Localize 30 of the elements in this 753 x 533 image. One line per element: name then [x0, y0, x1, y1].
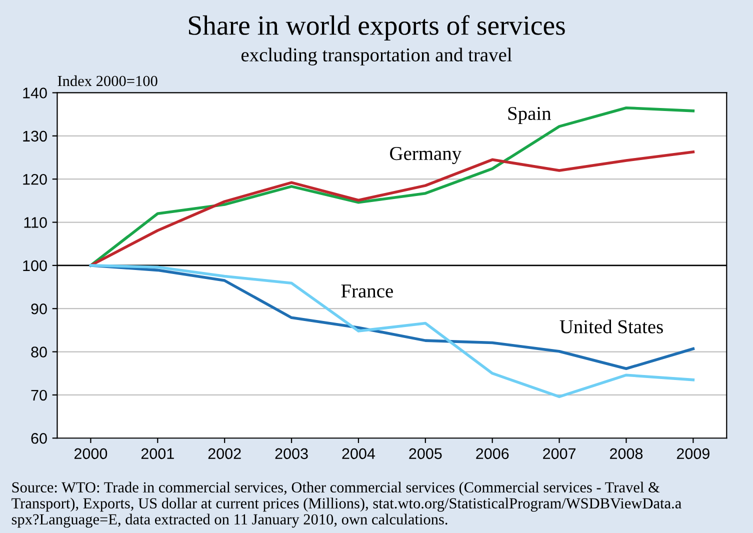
x-tick-label: 2007 [543, 448, 576, 460]
y-tick-label: 100 [23, 260, 47, 272]
y-tick-label: 130 [23, 130, 47, 142]
y-axis-title: Index 2000=100 [58, 75, 158, 86]
y-tick-label: 70 [31, 390, 47, 401]
line-series [89, 264, 695, 398]
y-tick-label: 60 [31, 432, 47, 444]
x-tick-label: 2005 [409, 448, 442, 460]
series-label: Germany [390, 147, 462, 164]
y-tick-label: 80 [31, 346, 47, 358]
x-tick-label: 2002 [208, 448, 241, 460]
x-tick-label: 2009 [676, 448, 710, 460]
chart-title: Share in world exports of services [188, 15, 565, 41]
x-tick-label: 2000 [74, 448, 108, 460]
series-label: Spain [508, 106, 552, 124]
y-tick-label: 120 [23, 174, 47, 185]
y-tick-label: 110 [24, 217, 47, 228]
y-tick-label: 140 [23, 88, 47, 98]
series-label: France [341, 284, 393, 298]
x-tick-label: 2001 [141, 448, 174, 460]
series-label: United States [560, 320, 663, 334]
line-series [89, 264, 695, 370]
x-tick-label: 2008 [610, 448, 643, 460]
x-tick-label: 2004 [342, 448, 376, 460]
y-tick-label: 90 [31, 303, 47, 314]
source-note: Source: WTO: Trade in commercial services, Other commercial services (Commercial services - Travel & Transport), Exports, US dollar at current prices (Millions), stat.wto.org/StatisticalProgram/WSDBViewData.a spx?Language=E, data extracted on 11 January 2010, own calculations. [12, 482, 682, 528]
x-tick-label: 2003 [275, 448, 308, 460]
chart-subtitle: excluding transportation and travel [241, 48, 512, 66]
line-series [89, 106, 695, 267]
x-tick-label: 2006 [476, 448, 509, 460]
